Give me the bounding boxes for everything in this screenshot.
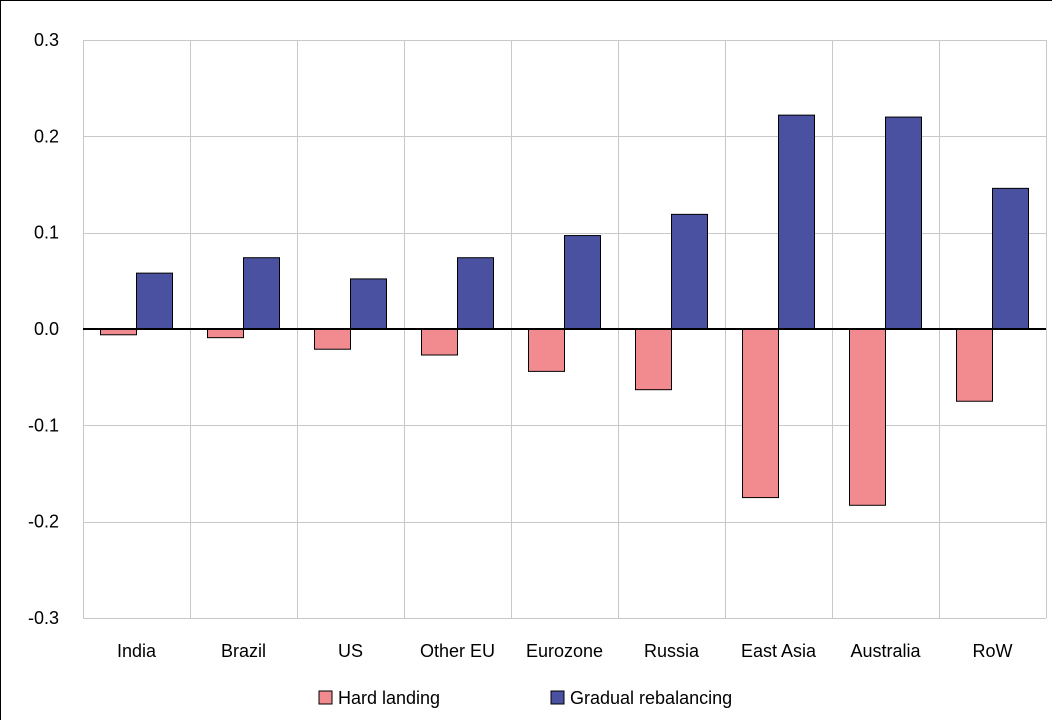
- gradual-rebalancing-bar-india: [136, 272, 173, 330]
- y-tick-label: -0.3: [28, 608, 59, 628]
- y-axis-ticks: -0.3 -0.2 -0.1 0.0 0.1 0.2 0.3: [28, 30, 59, 628]
- y-tick-label: 0.1: [34, 223, 59, 243]
- hard-landing-bar-us: [314, 328, 351, 350]
- gradual-rebalancing-bar-east-asia: [778, 114, 815, 330]
- y-tick-label: 0.2: [34, 126, 59, 146]
- x-tick-label: Australia: [850, 641, 921, 661]
- hard-landing-legend-label: Hard landing: [338, 688, 440, 708]
- y-tick-label: -0.2: [28, 512, 59, 532]
- legend: Hard landing Gradual rebalancing: [318, 688, 732, 708]
- gradual-rebalancing-bar-other-eu: [457, 257, 494, 330]
- hard-landing-bar-other-eu: [421, 328, 458, 356]
- hard-landing-legend-swatch: [318, 690, 333, 705]
- hard-landing-bar-australia: [849, 328, 886, 506]
- gradual-rebalancing-bar-russia: [671, 213, 708, 330]
- gradual-rebalancing-bar-brazil: [243, 257, 280, 330]
- x-tick-label: East Asia: [741, 641, 817, 661]
- gradual-rebalancing-bar-us: [350, 278, 387, 330]
- gradual-rebalancing-legend-swatch: [550, 690, 565, 705]
- gradual-rebalancing-bar-australia: [885, 116, 922, 330]
- x-tick-label: US: [338, 641, 363, 661]
- hard-landing-bar-east-asia: [742, 328, 779, 499]
- x-axis-ticks: India Brazil US Other EU Eurozone Russia East …: [117, 641, 1013, 661]
- x-tick-label: India: [117, 641, 157, 661]
- y-tick-label: -0.1: [28, 415, 59, 435]
- hard-landing-bar-row: [956, 328, 993, 402]
- hard-landing-bar-brazil: [207, 328, 244, 339]
- hard-landing-bar-eurozone: [528, 328, 565, 372]
- y-tick-label: 0.3: [34, 30, 59, 50]
- x-tick-label: RoW: [973, 641, 1013, 661]
- hard-landing-bar-russia: [635, 328, 672, 391]
- gradual-rebalancing-bar-eurozone: [564, 235, 601, 330]
- gradual-rebalancing-bar-row: [992, 187, 1029, 330]
- x-tick-label: Brazil: [221, 641, 266, 661]
- y-tick-label: 0.0: [34, 319, 59, 339]
- bars: [100, 114, 1029, 506]
- gradual-rebalancing-legend-label: Gradual rebalancing: [570, 688, 732, 708]
- x-tick-label: Other EU: [420, 641, 495, 661]
- x-tick-label: Russia: [644, 641, 700, 661]
- x-tick-label: Eurozone: [526, 641, 603, 661]
